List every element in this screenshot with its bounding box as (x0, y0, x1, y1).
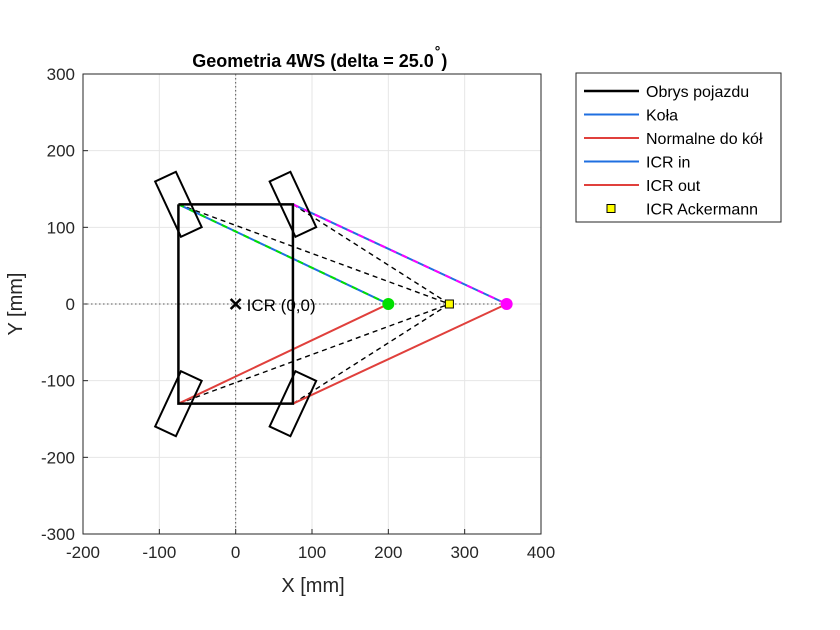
legend-label: ICR out (646, 178, 701, 195)
ackermann-dashed-line (292, 303, 450, 405)
x-tick-label: -200 (66, 543, 100, 562)
x-tick-label: 400 (527, 543, 555, 562)
wheel-front-right (268, 170, 318, 239)
y-tick-label: -200 (41, 448, 75, 467)
y-tick-label: -300 (41, 525, 75, 544)
chart-title-suffix: ) (441, 51, 447, 71)
legend-label: ICR Ackermann (646, 202, 758, 219)
x-axis-label: X [mm] (281, 575, 344, 597)
wheel-front-left (153, 170, 204, 239)
icr-out-marker (500, 298, 513, 310)
chart-title-degree: ° (435, 43, 441, 59)
vehicle-outline (177, 203, 295, 405)
axes: -200 -100 0 100 200 300 400-300-200-1000100200… (41, 65, 555, 562)
legend-label: Obrys pojazdu (646, 84, 749, 101)
legend-swatch (606, 204, 616, 213)
wheel-rear-left (153, 369, 204, 438)
y-tick-label: 0 (66, 295, 75, 314)
normal-line-rear-left (177, 303, 389, 405)
legend: Obrys pojazdu Koła Normalne do kół ICR in IC… (575, 72, 782, 223)
x-tick-label: 300 (450, 543, 478, 562)
icr-origin-label: ICR (0,0) (247, 296, 316, 315)
icr-ackermann-marker (444, 299, 454, 309)
ackermann-dashed-line (178, 203, 450, 305)
y-tick-label: 300 (47, 65, 75, 84)
normal-line-rear-right (292, 303, 508, 405)
x-tick-label: -100 (142, 543, 176, 562)
legend-label: Normalne do kół (646, 131, 763, 148)
icr-out-line-overlay (292, 203, 508, 305)
y-tick-label: 100 (47, 218, 75, 237)
ackermann-dashed-line (178, 303, 450, 405)
icr-in-line-overlay (177, 203, 389, 305)
x-tick-label: 100 (298, 543, 326, 562)
plot-area: ICR (0,0) (83, 74, 513, 534)
legend-label: Koła (646, 108, 678, 125)
icr-origin-marker (229, 298, 242, 310)
chart-title-text: Geometria 4WS (delta = 25.0 (192, 51, 434, 71)
legend-box (575, 72, 782, 223)
wheel-rear-right (268, 369, 318, 438)
ackermann-dashed-line (292, 203, 450, 305)
x-tick-label: 200 (374, 543, 402, 562)
chart-title: Geometria 4WS (delta = 25.0 ° ) (192, 43, 447, 71)
x-tick-label: 0 (231, 543, 240, 562)
y-tick-label: -100 (41, 372, 75, 391)
y-axis-label: Y [mm] (5, 273, 27, 336)
y-tick-label: 200 (47, 142, 75, 161)
icr-in-marker (382, 298, 395, 310)
legend-label: ICR in (646, 155, 690, 172)
